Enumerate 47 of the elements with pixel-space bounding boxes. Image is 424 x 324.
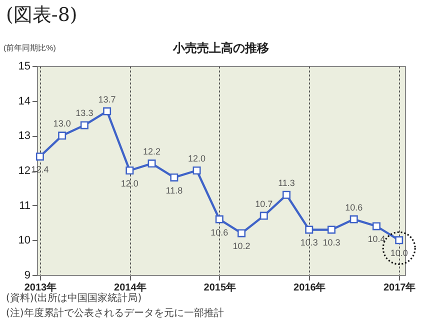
x-tick-label: 2013年 xyxy=(24,282,57,294)
point xyxy=(350,215,358,224)
point xyxy=(282,190,291,199)
point xyxy=(260,212,268,220)
text: (図表-8) xyxy=(6,3,78,28)
point xyxy=(170,173,178,182)
x-tick-label: 2016年 xyxy=(294,282,326,294)
point xyxy=(327,226,336,234)
data-label: 10.6 xyxy=(345,202,363,212)
data-label: 12.0 xyxy=(188,154,206,164)
point xyxy=(238,229,246,238)
point xyxy=(372,222,380,230)
point xyxy=(215,215,224,224)
data-label: 13.7 xyxy=(98,94,116,104)
point xyxy=(192,166,201,175)
data-label: 11.8 xyxy=(166,185,183,196)
chart-title: 小売売上高の推移 xyxy=(173,41,269,55)
x-tick-label: 2015年 xyxy=(204,282,236,294)
y-tick-label: 12 xyxy=(18,165,30,177)
point xyxy=(36,152,44,161)
data-label: 12.0 xyxy=(120,178,138,188)
y-tick-label: 11 xyxy=(19,200,30,212)
text: (注)年度累計で公表されるデータを元に一部推計 xyxy=(6,306,224,320)
point xyxy=(103,107,112,116)
y-tick-label: 15 xyxy=(18,60,30,72)
data-label: 10.2 xyxy=(232,241,250,252)
point xyxy=(305,226,314,234)
x-tick-label: 2014年 xyxy=(114,282,146,294)
y-tick-label: 13 xyxy=(18,130,30,142)
point xyxy=(58,132,66,140)
x-tick-label: 2017年 xyxy=(383,282,416,294)
data-label: 10.3 xyxy=(322,238,340,248)
text: (資料)(出所は中国国家統計局) xyxy=(6,292,142,305)
data-label: 10.4 xyxy=(368,234,386,244)
point xyxy=(80,121,88,130)
y-tick-label: 14 xyxy=(18,95,30,108)
point xyxy=(148,160,156,168)
data-label: 13.0 xyxy=(53,118,71,129)
y-axis-title: (前年同期比%) xyxy=(4,44,56,52)
data-label: 12.2 xyxy=(143,146,161,157)
data-label: 11.3 xyxy=(278,178,295,188)
point xyxy=(126,166,134,175)
point xyxy=(395,236,404,244)
y-tick-label: 9 xyxy=(24,270,30,282)
data-label: 13.3 xyxy=(76,108,94,118)
data-label: 10.7 xyxy=(255,198,273,209)
y-tick-label: 10 xyxy=(18,234,30,247)
